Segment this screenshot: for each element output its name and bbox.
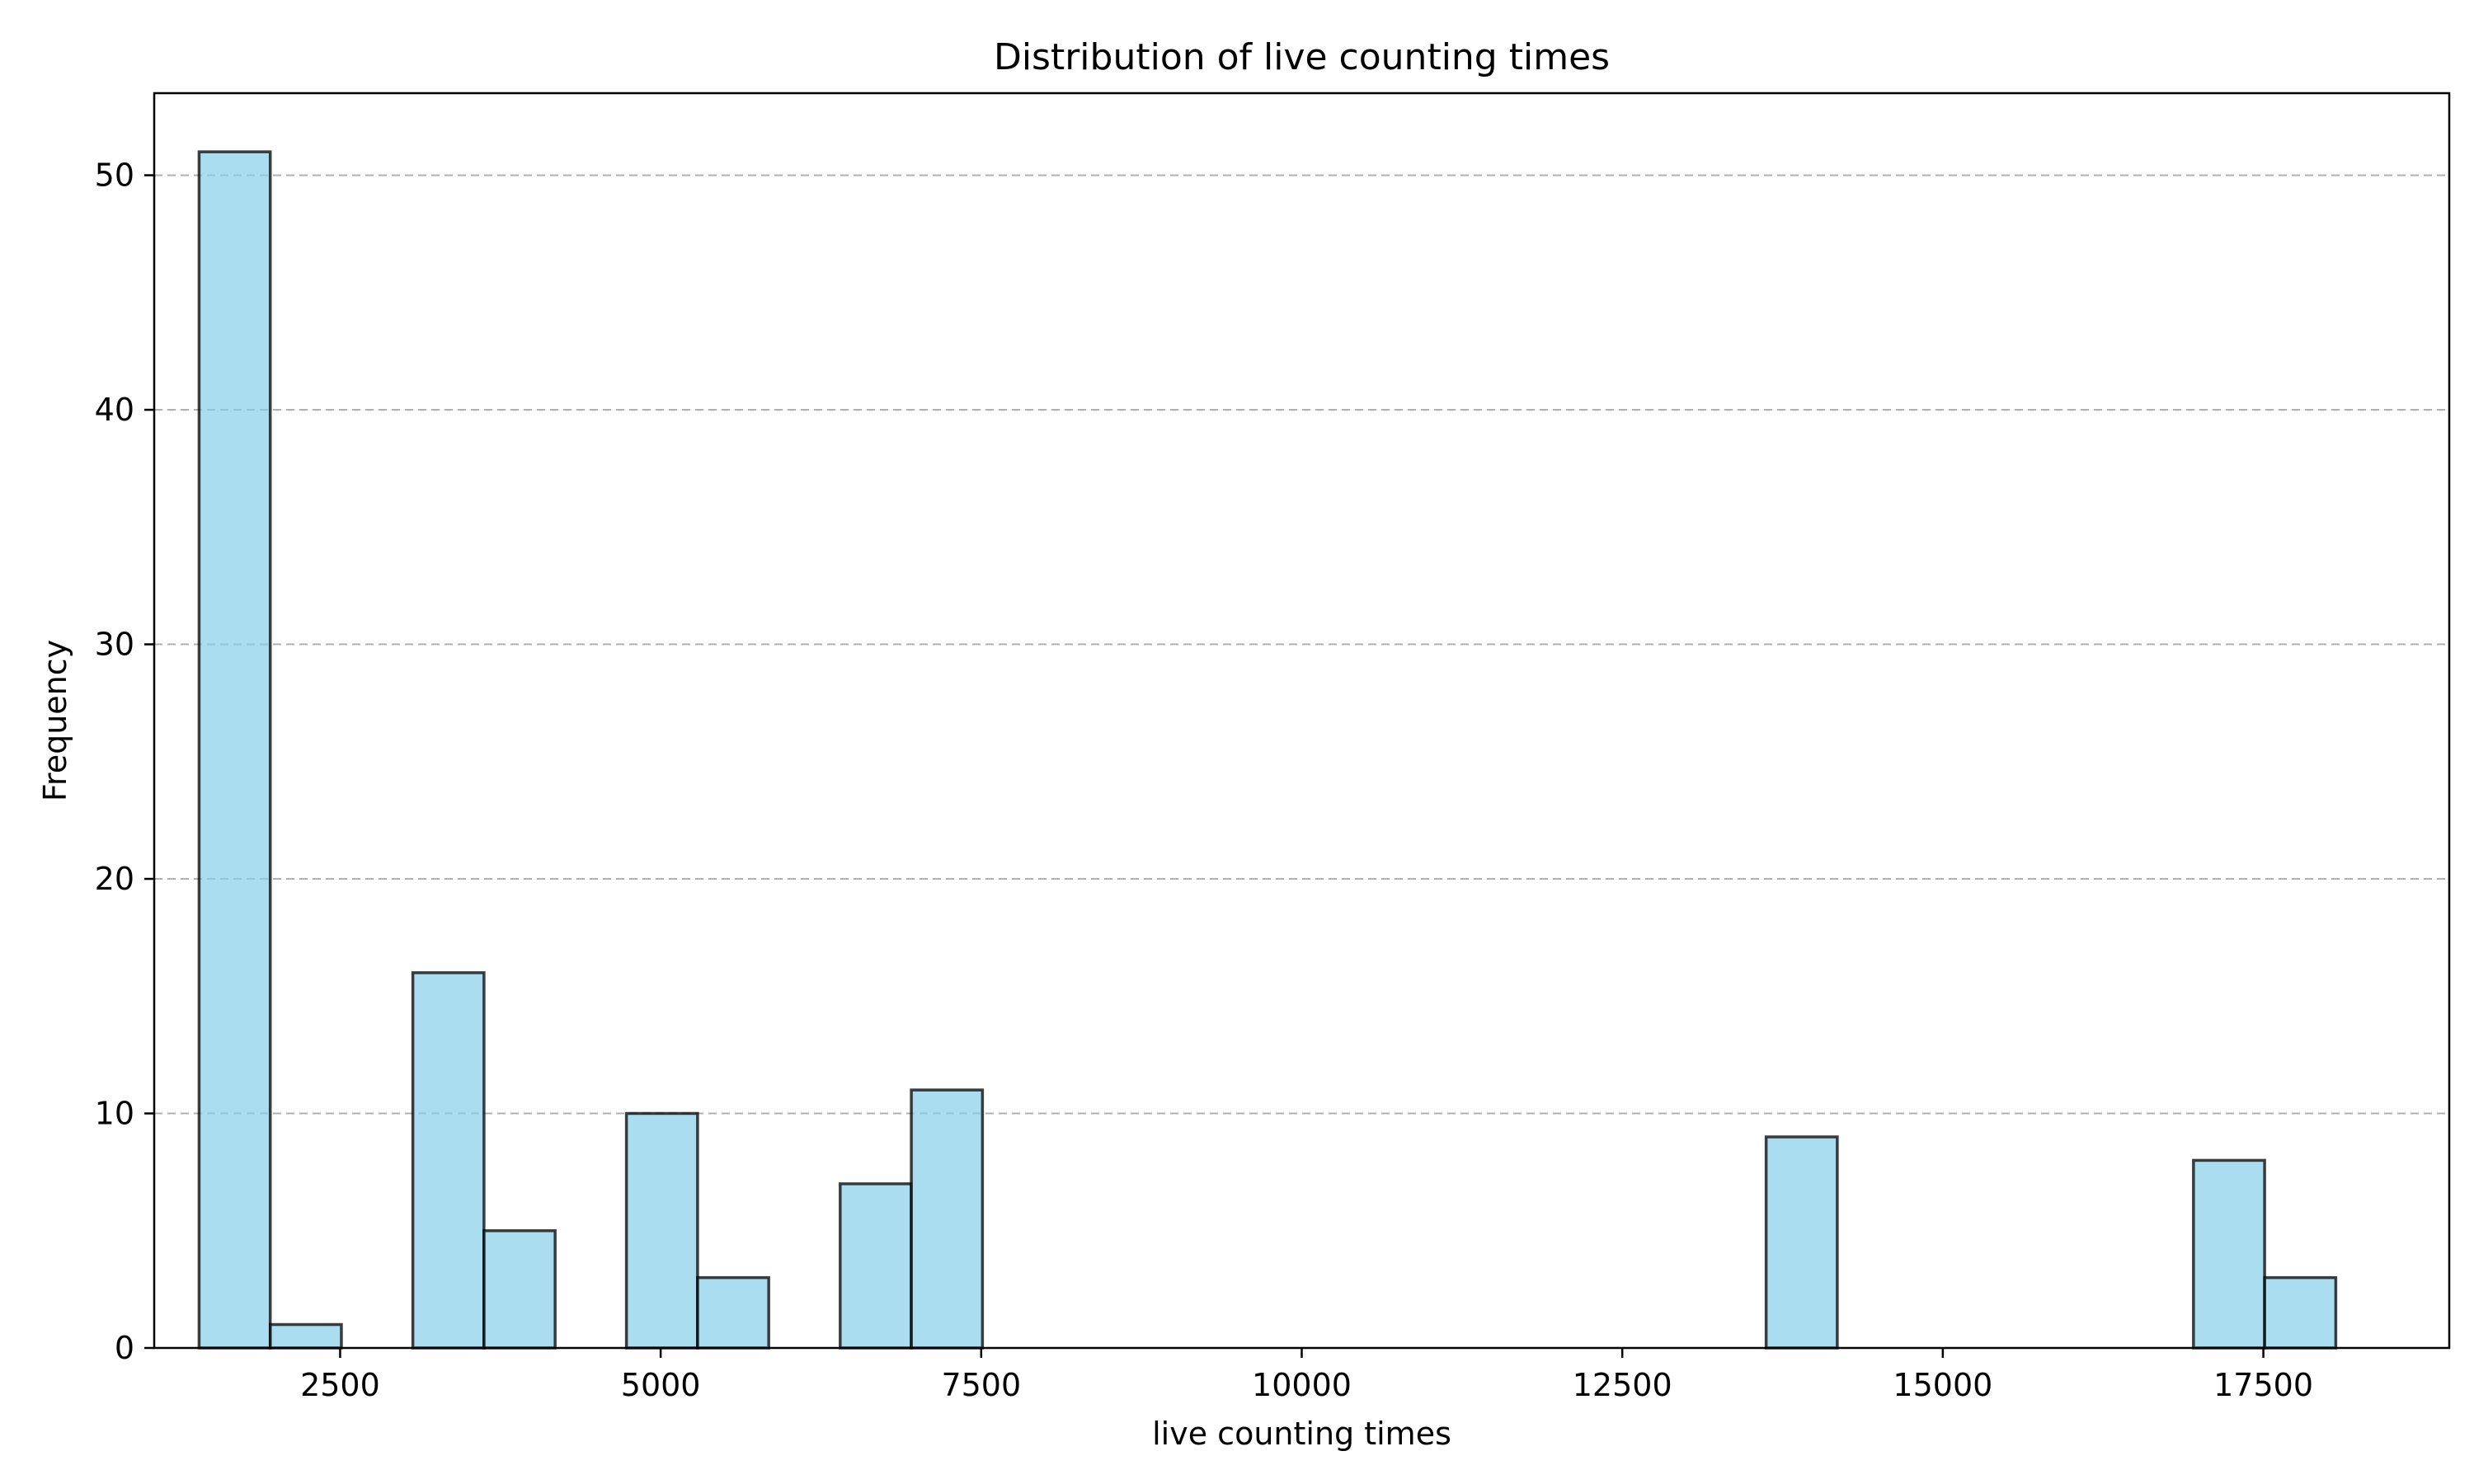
y-grid (154, 174, 2449, 1349)
histogram-bar-6 (839, 1182, 913, 1350)
x-tick-label: 10000 (1252, 1367, 1352, 1403)
y-tick-label: 0 (115, 1330, 134, 1366)
histogram-bar-7 (910, 1088, 985, 1350)
y-tick-label: 20 (95, 861, 134, 897)
histogram-bar-0 (197, 150, 272, 1350)
x-tick-label: 17500 (2213, 1367, 2313, 1403)
tick-labels: 2500 5000 7500 10000 12500 15000 17500 0 10 20 30 4… (95, 157, 2313, 1403)
plot-frame (153, 92, 2451, 1350)
x-tick-label: 7500 (941, 1367, 1021, 1403)
histogram-bar-5 (696, 1275, 770, 1350)
histogram-bar-9 (2192, 1158, 2266, 1350)
y-tick-label: 30 (95, 627, 134, 663)
histogram-bars (197, 150, 2338, 1350)
chart-title: Distribution of live counting times (994, 36, 1610, 78)
y-axis-label: Frequency (37, 640, 73, 801)
axes (144, 92, 2451, 1358)
y-tick-label: 50 (95, 157, 134, 194)
histogram-bar-2 (411, 971, 486, 1350)
x-tick-label: 12500 (1573, 1367, 1672, 1403)
x-tick-label: 5000 (621, 1367, 701, 1403)
histogram-bar-1 (268, 1322, 343, 1350)
y-tick-label: 10 (95, 1096, 134, 1132)
histogram-bar-3 (482, 1229, 557, 1350)
histogram-bar-10 (2263, 1275, 2338, 1350)
histogram-bar-4 (624, 1111, 699, 1350)
x-tick-label: 2500 (300, 1367, 380, 1403)
histogram-bar-8 (1764, 1135, 1839, 1350)
y-tick-label: 40 (95, 392, 134, 428)
x-tick-label: 15000 (1893, 1367, 1992, 1403)
x-axis-label: live counting times (1152, 1416, 1451, 1452)
